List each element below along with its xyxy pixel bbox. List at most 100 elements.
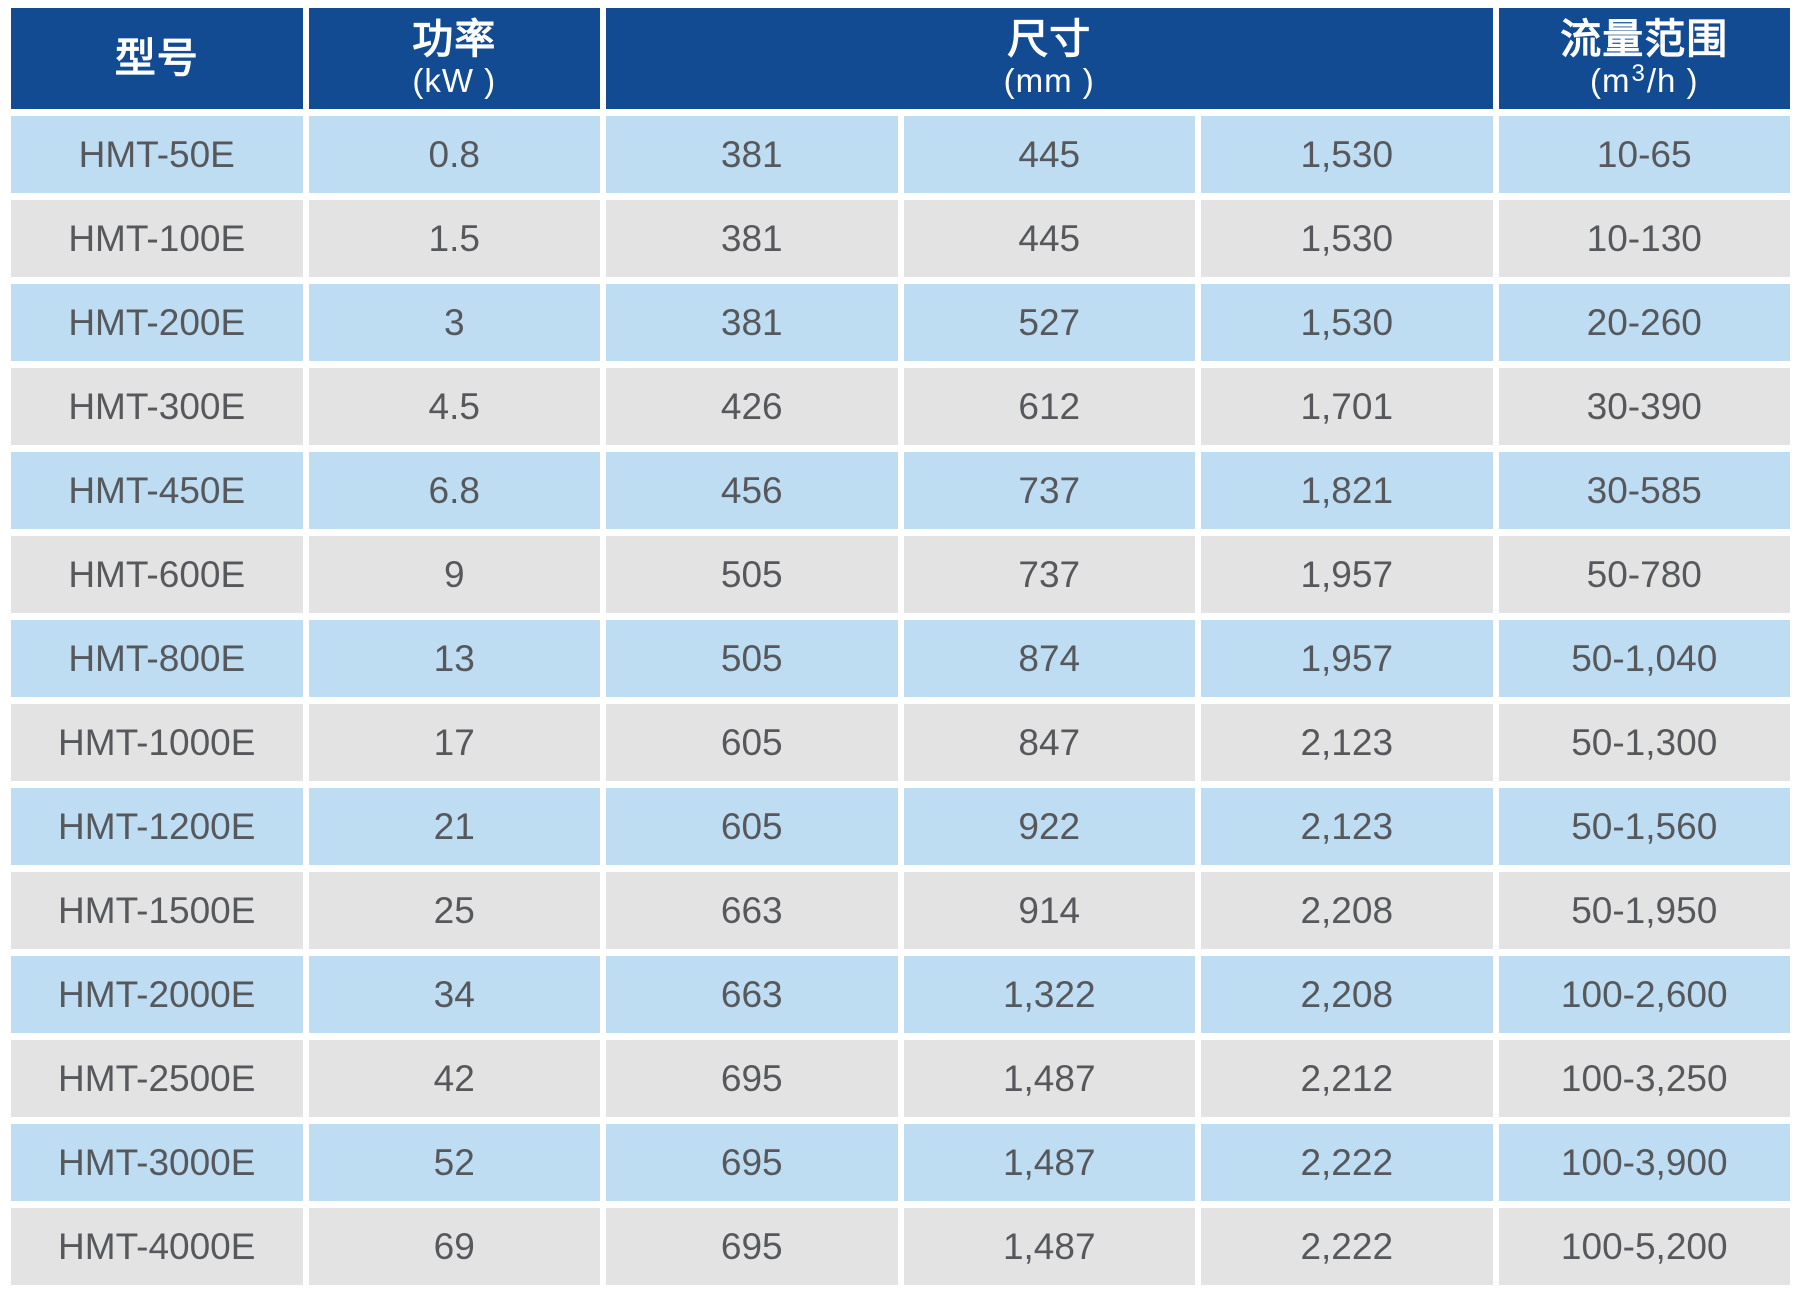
cell-dim3: 2,208 <box>1201 872 1493 949</box>
cell-model: HMT-3000E <box>11 1124 303 1201</box>
cell-model: HMT-4000E <box>11 1208 303 1285</box>
header-model: 型号 <box>11 8 303 109</box>
cell-dim2: 737 <box>903 452 1195 529</box>
header-dimensions-title: 尺寸 <box>1007 15 1092 62</box>
header-power-title: 功率 <box>412 15 497 62</box>
cell-dim2: 445 <box>903 116 1195 193</box>
cell-dim1: 605 <box>606 704 898 781</box>
cell-dim2: 737 <box>903 536 1195 613</box>
cell-flow: 50-1,040 <box>1498 620 1790 697</box>
cell-flow: 10-130 <box>1498 200 1790 277</box>
header-dimensions: 尺寸 (mm ) <box>606 8 1493 109</box>
table-row: HMT-1000E 17 605 847 2,123 50-1,300 <box>11 704 1790 781</box>
cell-model: HMT-1200E <box>11 788 303 865</box>
table-row: HMT-100E 1.5 381 445 1,530 10-130 <box>11 200 1790 277</box>
cell-power: 0.8 <box>308 116 600 193</box>
cell-dim2: 612 <box>903 368 1195 445</box>
cell-power: 3 <box>308 284 600 361</box>
cell-dim2: 874 <box>903 620 1195 697</box>
cell-dim2: 847 <box>903 704 1195 781</box>
header-power-unit: (kW ) <box>412 62 497 100</box>
cell-dim2: 1,487 <box>903 1040 1195 1117</box>
cell-flow: 10-65 <box>1498 116 1790 193</box>
cell-dim3: 2,123 <box>1201 704 1493 781</box>
cell-dim3: 1,530 <box>1201 200 1493 277</box>
cell-dim1: 695 <box>606 1124 898 1201</box>
cell-flow: 100-3,250 <box>1498 1040 1790 1117</box>
cell-model: HMT-2000E <box>11 956 303 1033</box>
cell-dim1: 505 <box>606 536 898 613</box>
cell-dim1: 426 <box>606 368 898 445</box>
table-row: HMT-2000E 34 663 1,322 2,208 100-2,600 <box>11 956 1790 1033</box>
header-flow-title: 流量范围 <box>1560 15 1729 62</box>
table-row: HMT-4000E 69 695 1,487 2,222 100-5,200 <box>11 1208 1790 1285</box>
cell-model: HMT-300E <box>11 368 303 445</box>
cell-dim2: 1,487 <box>903 1208 1195 1285</box>
cell-flow: 30-585 <box>1498 452 1790 529</box>
table-row: HMT-600E 9 505 737 1,957 50-780 <box>11 536 1790 613</box>
cell-dim1: 695 <box>606 1208 898 1285</box>
cell-model: HMT-600E <box>11 536 303 613</box>
cell-flow: 20-260 <box>1498 284 1790 361</box>
header-flow-range: 流量范围 (m3/h ) <box>1498 8 1790 109</box>
cell-power: 1.5 <box>308 200 600 277</box>
header-flow-unit: (m3/h ) <box>1589 60 1699 100</box>
cell-dim3: 1,821 <box>1201 452 1493 529</box>
table-row: HMT-2500E 42 695 1,487 2,212 100-3,250 <box>11 1040 1790 1117</box>
table-row: HMT-50E 0.8 381 445 1,530 10-65 <box>11 116 1790 193</box>
cell-model: HMT-100E <box>11 200 303 277</box>
cell-power: 17 <box>308 704 600 781</box>
header-dimensions-unit: (mm ) <box>1003 62 1095 100</box>
cell-power: 42 <box>308 1040 600 1117</box>
cell-power: 9 <box>308 536 600 613</box>
cell-dim1: 663 <box>606 956 898 1033</box>
cell-dim1: 695 <box>606 1040 898 1117</box>
table-row: HMT-1500E 25 663 914 2,208 50-1,950 <box>11 872 1790 949</box>
cell-dim1: 505 <box>606 620 898 697</box>
cell-flow: 50-780 <box>1498 536 1790 613</box>
cell-dim2: 1,487 <box>903 1124 1195 1201</box>
cell-model: HMT-200E <box>11 284 303 361</box>
cell-power: 52 <box>308 1124 600 1201</box>
table-header: 型号 功率 (kW ) 尺寸 (mm ) 流量范围 (m3/h ) <box>11 8 1790 109</box>
cell-dim2: 1,322 <box>903 956 1195 1033</box>
cell-power: 21 <box>308 788 600 865</box>
cell-dim3: 2,222 <box>1201 1208 1493 1285</box>
table-row: HMT-200E 3 381 527 1,530 20-260 <box>11 284 1790 361</box>
cell-dim1: 663 <box>606 872 898 949</box>
cell-dim1: 381 <box>606 284 898 361</box>
cell-flow: 100-5,200 <box>1498 1208 1790 1285</box>
cell-model: HMT-450E <box>11 452 303 529</box>
header-row: 型号 功率 (kW ) 尺寸 (mm ) 流量范围 (m3/h ) <box>11 8 1790 109</box>
cell-model: HMT-800E <box>11 620 303 697</box>
cell-power: 6.8 <box>308 452 600 529</box>
pump-spec-table: 型号 功率 (kW ) 尺寸 (mm ) 流量范围 (m3/h ) HMT-50… <box>5 1 1796 1292</box>
cell-dim1: 456 <box>606 452 898 529</box>
cell-dim2: 445 <box>903 200 1195 277</box>
cell-dim1: 381 <box>606 116 898 193</box>
cell-dim2: 527 <box>903 284 1195 361</box>
cell-power: 69 <box>308 1208 600 1285</box>
superscript-3: 3 <box>1631 60 1646 88</box>
table-row: HMT-1200E 21 605 922 2,123 50-1,560 <box>11 788 1790 865</box>
cell-dim1: 605 <box>606 788 898 865</box>
header-power: 功率 (kW ) <box>308 8 600 109</box>
cell-dim3: 1,530 <box>1201 116 1493 193</box>
cell-flow: 50-1,300 <box>1498 704 1790 781</box>
cell-dim3: 2,208 <box>1201 956 1493 1033</box>
cell-dim3: 1,530 <box>1201 284 1493 361</box>
cell-dim2: 914 <box>903 872 1195 949</box>
table-row: HMT-300E 4.5 426 612 1,701 30-390 <box>11 368 1790 445</box>
cell-dim3: 2,222 <box>1201 1124 1493 1201</box>
cell-power: 34 <box>308 956 600 1033</box>
cell-flow: 50-1,950 <box>1498 872 1790 949</box>
cell-dim1: 381 <box>606 200 898 277</box>
cell-dim3: 1,957 <box>1201 536 1493 613</box>
cell-flow: 100-2,600 <box>1498 956 1790 1033</box>
table-row: HMT-450E 6.8 456 737 1,821 30-585 <box>11 452 1790 529</box>
cell-power: 13 <box>308 620 600 697</box>
header-model-title: 型号 <box>114 34 199 81</box>
cell-dim3: 2,123 <box>1201 788 1493 865</box>
table-row: HMT-800E 13 505 874 1,957 50-1,040 <box>11 620 1790 697</box>
